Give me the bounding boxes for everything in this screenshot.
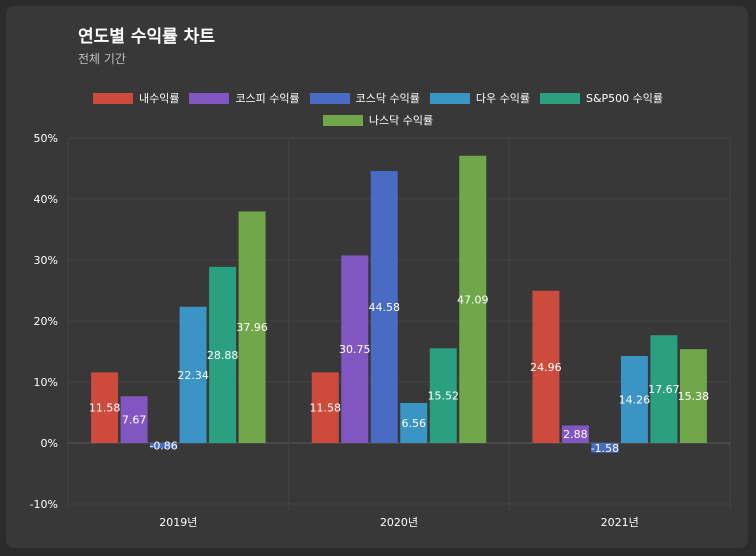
- legend-item[interactable]: 코스피 수익률: [189, 90, 300, 106]
- data-label: 28.88: [207, 349, 239, 362]
- legend-row: 나스닥 수익률: [0, 112, 756, 128]
- chart-legend: 내수익률 코스피 수익률 코스닥 수익률 다우 수익률 S&P500 수익률 나스닥 수…: [0, 90, 756, 134]
- data-label: 14.26: [619, 394, 651, 407]
- legend-swatch: [539, 92, 580, 104]
- data-label: 11.58: [310, 402, 342, 415]
- data-label: 17.67: [648, 383, 680, 396]
- bar: [150, 443, 178, 449]
- y-tick-label: 0%: [41, 437, 58, 450]
- legend-row: 내수익률 코스피 수익률 코스닥 수익률 다우 수익률 S&P500 수익률: [0, 90, 756, 106]
- bar: [679, 349, 707, 443]
- y-tick-label: 50%: [34, 132, 58, 145]
- bar: [91, 372, 119, 443]
- y-tick-label: 20%: [34, 315, 58, 328]
- y-tick-label: -10%: [30, 498, 58, 511]
- legend-item[interactable]: 나스닥 수익률: [322, 112, 434, 128]
- data-label: 37.96: [236, 321, 268, 334]
- legend-label: 코스닥 수익률: [355, 92, 420, 105]
- legend-label: 다우 수익률: [475, 92, 530, 105]
- bar: [209, 266, 237, 443]
- data-label: 47.09: [457, 293, 489, 306]
- legend-swatch: [189, 92, 230, 104]
- data-label: 15.52: [428, 390, 460, 403]
- bar: [532, 290, 560, 443]
- y-tick-label: 10%: [34, 376, 58, 389]
- legend-label: 나스닥 수익률: [368, 114, 434, 127]
- legend-swatch: [322, 114, 363, 126]
- legend-item[interactable]: 코스닥 수익률: [309, 90, 420, 106]
- bar: [370, 171, 398, 443]
- y-tick-label: 30%: [34, 254, 58, 267]
- bar: [591, 443, 619, 453]
- bar: [561, 425, 589, 443]
- x-tick-label: 2020년: [380, 516, 418, 529]
- data-label: 7.67: [122, 414, 147, 427]
- data-label: -1.58: [591, 442, 619, 455]
- data-label: 24.96: [530, 361, 562, 374]
- bar: [429, 348, 457, 443]
- data-label: 30.75: [339, 343, 371, 356]
- data-label: 2.88: [563, 428, 588, 441]
- data-label: 22.34: [177, 369, 209, 382]
- data-label: 6.56: [402, 417, 427, 430]
- legend-label: S&P500 수익률: [585, 92, 664, 105]
- legend-item[interactable]: S&P500 수익률: [539, 90, 664, 106]
- data-label: 44.58: [369, 301, 401, 314]
- bar: [459, 155, 487, 443]
- bar: [311, 372, 339, 443]
- legend-swatch: [92, 92, 133, 104]
- legend-swatch: [429, 92, 470, 104]
- legend-label: 코스피 수익률: [235, 92, 300, 105]
- chart-title: 연도별 수익률 차트: [78, 27, 215, 47]
- bar: [238, 211, 266, 443]
- y-tick-label: 40%: [34, 193, 58, 206]
- bar: [650, 335, 678, 443]
- chart-subtitle: 전체 기간: [78, 52, 126, 66]
- bar: [400, 402, 428, 443]
- data-label: 11.58: [89, 402, 121, 415]
- legend-item[interactable]: 다우 수익률: [429, 90, 530, 106]
- legend-swatch: [309, 92, 350, 104]
- data-label: -0.86: [149, 440, 177, 453]
- bar: [620, 356, 648, 443]
- x-tick-label: 2019년: [159, 516, 197, 529]
- data-label: 15.38: [678, 390, 710, 403]
- bar: [120, 396, 148, 443]
- bar: [341, 255, 369, 443]
- bar: [179, 306, 207, 443]
- legend-label: 내수익률: [138, 92, 180, 105]
- x-tick-label: 2021년: [601, 516, 639, 529]
- legend-item[interactable]: 내수익률: [92, 90, 180, 106]
